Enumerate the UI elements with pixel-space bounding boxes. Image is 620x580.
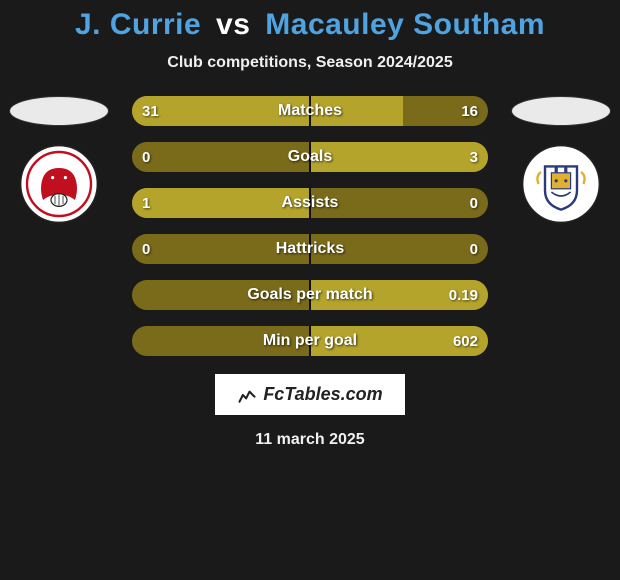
footer: FcTables.com 11 march 2025 bbox=[0, 374, 620, 449]
brand-text: FcTables.com bbox=[263, 384, 382, 405]
stat-value-right: 16 bbox=[451, 96, 488, 126]
stat-value-left bbox=[132, 280, 152, 310]
stat-row: 10Assists bbox=[132, 188, 488, 218]
right-column bbox=[506, 96, 616, 224]
stat-value-left: 1 bbox=[132, 188, 160, 218]
stat-value-right: 0 bbox=[460, 188, 488, 218]
brand-icon bbox=[237, 385, 257, 405]
stat-value-left: 0 bbox=[132, 142, 160, 172]
main-area: 3116Matches03Goals10Assists00Hattricks0.… bbox=[0, 96, 620, 356]
stat-value-right: 3 bbox=[460, 142, 488, 172]
date-text: 11 march 2025 bbox=[255, 431, 364, 449]
stat-value-left: 31 bbox=[132, 96, 169, 126]
crest-icon bbox=[521, 144, 601, 224]
page-title: J. Currie vs Macauley Southam bbox=[0, 8, 620, 42]
vs-text: vs bbox=[216, 8, 250, 41]
player2-crest bbox=[521, 144, 601, 224]
stat-row: 0.19Goals per match bbox=[132, 280, 488, 310]
stat-value-left bbox=[132, 326, 152, 356]
comparison-card: J. Currie vs Macauley Southam Club compe… bbox=[0, 0, 620, 580]
stat-bars: 3116Matches03Goals10Assists00Hattricks0.… bbox=[132, 96, 488, 356]
stat-value-right: 0 bbox=[460, 234, 488, 264]
player1-name: J. Currie bbox=[75, 8, 201, 41]
stat-bar-left bbox=[132, 280, 309, 310]
stat-fill-right bbox=[311, 96, 403, 126]
left-column bbox=[4, 96, 114, 224]
stat-value-right: 0.19 bbox=[439, 280, 488, 310]
player1-crest bbox=[19, 144, 99, 224]
subtitle: Club competitions, Season 2024/2025 bbox=[0, 54, 620, 72]
player2-name: Macauley Southam bbox=[265, 8, 545, 41]
stat-row: 602Min per goal bbox=[132, 326, 488, 356]
stat-value-left: 0 bbox=[132, 234, 160, 264]
brand-badge: FcTables.com bbox=[215, 374, 404, 415]
player1-flag bbox=[9, 96, 109, 126]
stat-row: 03Goals bbox=[132, 142, 488, 172]
stat-value-right: 602 bbox=[443, 326, 488, 356]
player2-flag bbox=[511, 96, 611, 126]
stat-row: 3116Matches bbox=[132, 96, 488, 126]
crest-icon bbox=[19, 144, 99, 224]
stat-row: 00Hattricks bbox=[132, 234, 488, 264]
stat-bar-left bbox=[132, 326, 309, 356]
